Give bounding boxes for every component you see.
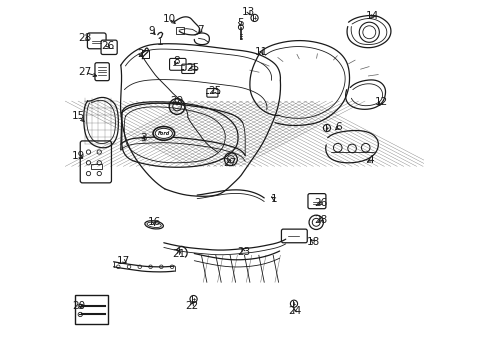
Text: 21: 21 (172, 248, 185, 258)
Bar (142, 50, 148, 58)
Text: 27: 27 (223, 158, 236, 168)
Text: 1: 1 (270, 194, 277, 204)
Text: Ford: Ford (157, 131, 170, 136)
Text: 10: 10 (163, 14, 175, 24)
Text: 24: 24 (287, 306, 301, 316)
Ellipse shape (153, 127, 174, 140)
Text: 4: 4 (366, 155, 373, 165)
Text: 29: 29 (170, 96, 183, 106)
Text: 22: 22 (184, 301, 198, 311)
Circle shape (308, 215, 323, 229)
Text: 15: 15 (72, 111, 85, 121)
Text: 8: 8 (173, 56, 179, 66)
Text: 3: 3 (140, 133, 146, 143)
FancyBboxPatch shape (95, 63, 109, 81)
Text: 11: 11 (255, 46, 268, 57)
Text: 16: 16 (147, 217, 161, 227)
Text: 12: 12 (374, 97, 387, 107)
Text: 13: 13 (242, 7, 255, 17)
Text: 23: 23 (237, 247, 250, 257)
FancyBboxPatch shape (307, 194, 325, 209)
Bar (91, 163, 102, 168)
Text: 17: 17 (117, 256, 130, 266)
FancyBboxPatch shape (281, 229, 306, 243)
Text: 18: 18 (306, 237, 319, 247)
Text: 19: 19 (72, 150, 85, 161)
FancyBboxPatch shape (101, 40, 117, 54)
Text: 6: 6 (334, 122, 341, 132)
FancyBboxPatch shape (87, 33, 106, 49)
Text: 2: 2 (137, 49, 143, 59)
Text: 5: 5 (236, 18, 243, 28)
Bar (176, 27, 184, 34)
Text: 28: 28 (78, 33, 91, 43)
Text: 25: 25 (208, 86, 221, 96)
Text: 25: 25 (185, 63, 199, 73)
Text: 7: 7 (197, 25, 203, 35)
Ellipse shape (144, 221, 163, 229)
Text: 9: 9 (148, 26, 155, 36)
Text: 26: 26 (313, 198, 326, 208)
Bar (75, 295, 108, 324)
Text: 20: 20 (72, 301, 85, 311)
Circle shape (78, 312, 82, 317)
Text: 26: 26 (101, 41, 114, 50)
Text: 27: 27 (78, 67, 91, 77)
Text: 28: 28 (313, 215, 326, 225)
Circle shape (78, 304, 82, 309)
Text: 14: 14 (366, 11, 379, 21)
